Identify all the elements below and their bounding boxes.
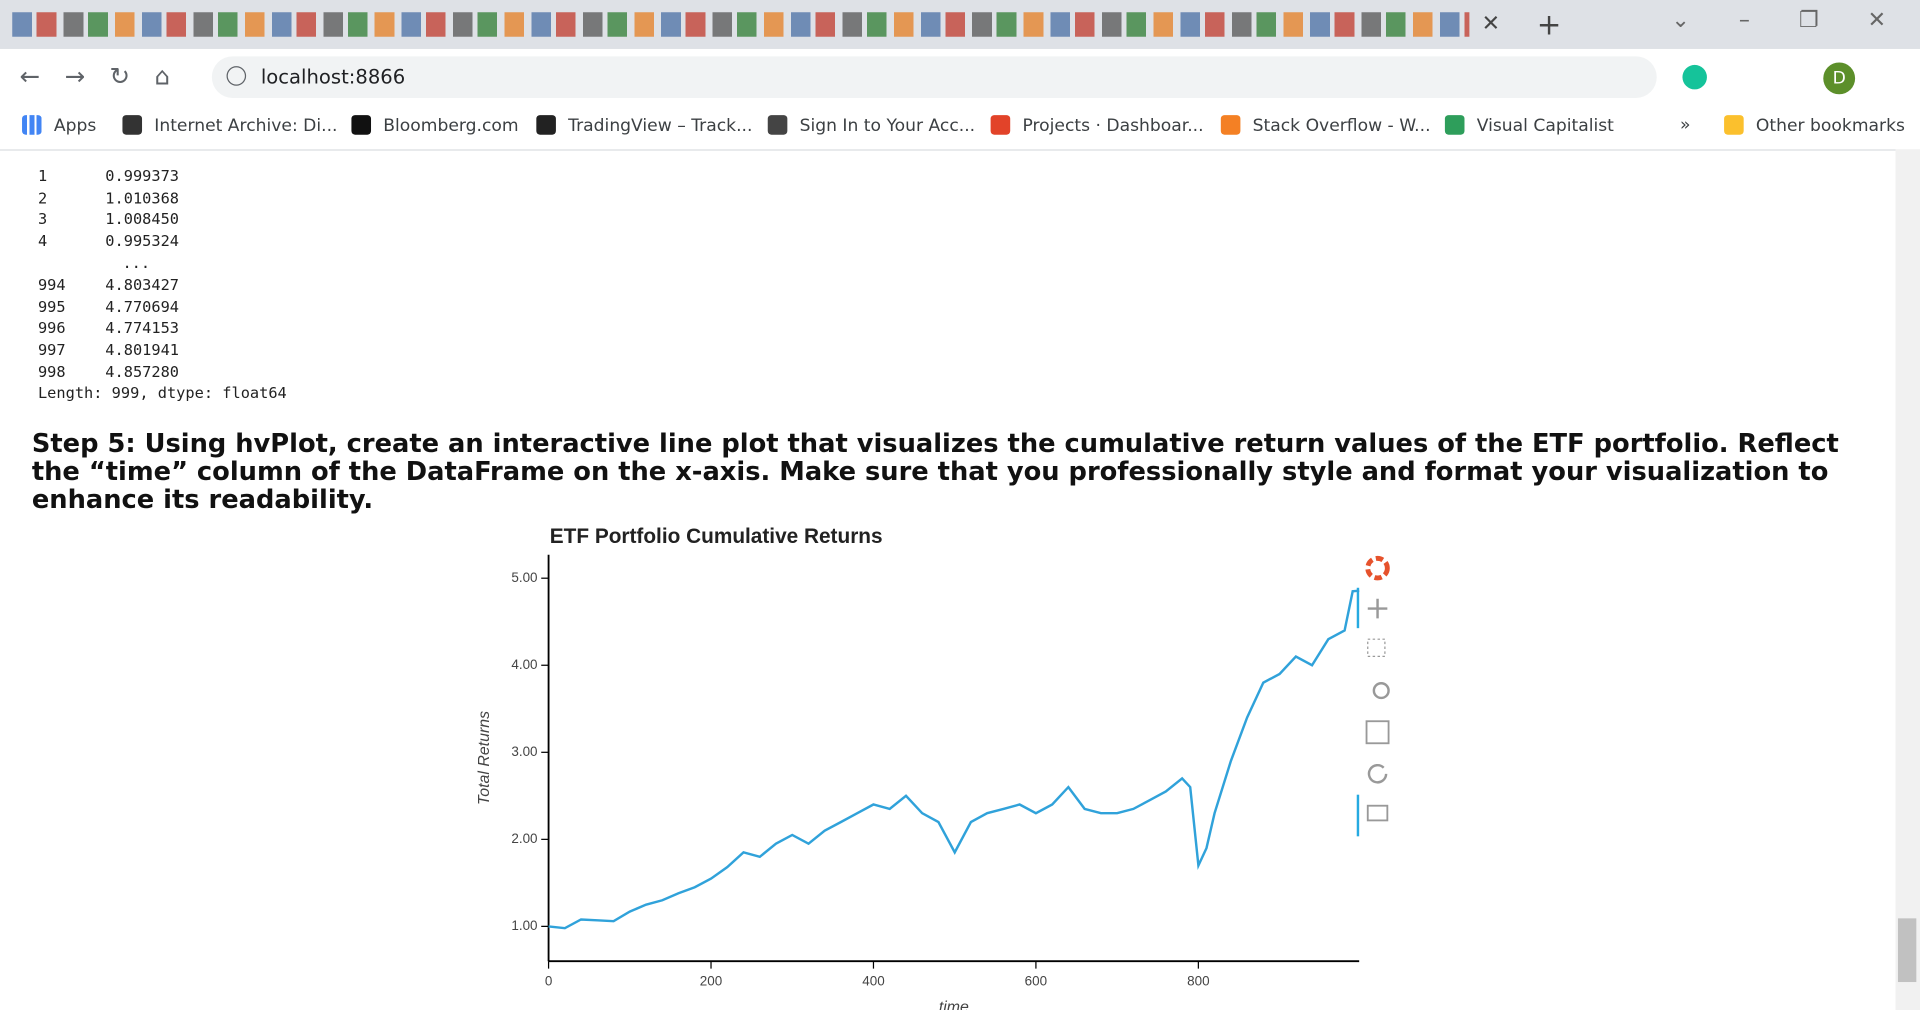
other-bookmarks[interactable]: Other bookmarks xyxy=(1724,115,1905,136)
wheel-zoom-tool[interactable] xyxy=(1372,682,1390,700)
bookmark[interactable]: Sign In to Your Acc... xyxy=(767,115,976,136)
row-index: 1 xyxy=(37,166,48,185)
new-tab[interactable]: + xyxy=(1536,7,1562,42)
hover-tool[interactable] xyxy=(1366,804,1389,822)
bookmark-icon xyxy=(122,115,143,135)
row-index: 4 xyxy=(37,231,48,250)
bokeh-logo[interactable] xyxy=(1365,555,1390,581)
step-heading: Step 5: Using hvPlot, create an interact… xyxy=(31,428,1839,515)
x-tick-label: 800 xyxy=(1187,974,1209,989)
box-zoom-tool[interactable] xyxy=(1367,638,1386,657)
bookmark-label: Sign In to Your Acc... xyxy=(799,116,976,136)
tab-icons xyxy=(12,12,1470,37)
info-icon xyxy=(226,66,247,86)
row-value: 4.801941 xyxy=(105,340,180,359)
bookmark[interactable]: Visual Capitalist xyxy=(1444,115,1614,136)
row-index: 996 xyxy=(37,318,66,337)
chart-toolbar xyxy=(1356,555,1390,837)
scrollbar xyxy=(1895,149,1920,1010)
x-tick-label: 400 xyxy=(862,974,884,989)
bookmark-label: Stack Overflow - W... xyxy=(1252,116,1431,136)
row-index: 2 xyxy=(37,188,48,207)
y-tick-label: 1.00 xyxy=(511,918,537,933)
row-index: 995 xyxy=(37,296,66,316)
bookmarks-bar: Apps Internet Archive: Di... Bloomberg.co… xyxy=(0,102,1920,151)
apps-label: Apps xyxy=(53,116,97,136)
row-value: 4.774153 xyxy=(105,318,180,337)
row-value: 0.995324 xyxy=(105,231,180,250)
bookmark[interactable]: Stack Overflow - W... xyxy=(1220,115,1431,136)
save-tool[interactable] xyxy=(1365,720,1390,745)
bookmark-icon xyxy=(351,115,372,135)
window-controls[interactable]: ⌄–❐✕ xyxy=(1671,7,1920,34)
apps[interactable]: Apps xyxy=(22,115,96,136)
close-tab[interactable]: ✕ xyxy=(1481,11,1501,37)
y-tick-label: 5.00 xyxy=(511,570,537,585)
x-axis-label: time xyxy=(939,999,969,1010)
row-index: 997 xyxy=(37,340,66,359)
ellipsis: ... xyxy=(122,253,151,272)
pan-tool[interactable] xyxy=(1367,598,1388,619)
row-value: 1.008450 xyxy=(105,209,180,229)
y-tick-label: 3.00 xyxy=(511,744,537,759)
y-tick-label: 2.00 xyxy=(511,831,537,846)
nav-buttons[interactable]: ←→↻⌂ xyxy=(19,61,195,91)
row-index: 994 xyxy=(37,275,66,294)
row-value: 0.999373 xyxy=(105,166,180,185)
bookmark-icon xyxy=(1220,115,1241,135)
bookmark-icon xyxy=(536,115,556,135)
row-index: 3 xyxy=(37,209,48,229)
bookmark-icon xyxy=(1444,115,1465,135)
reset-tool[interactable] xyxy=(1367,763,1388,784)
bookmark[interactable]: Bloomberg.com xyxy=(351,115,519,136)
url: localhost:8866 xyxy=(260,64,406,89)
profile[interactable]: D xyxy=(1823,62,1856,95)
row-value: 1.010368 xyxy=(105,188,180,207)
bookmark-icon xyxy=(990,115,1011,135)
x-tick-label: 600 xyxy=(1025,974,1047,989)
bookmark[interactable]: Projects · Dashboar... xyxy=(990,115,1204,136)
y-axis-label: Total Returns xyxy=(476,711,493,805)
row-value: 4.857280 xyxy=(105,361,180,381)
bookmark[interactable]: TradingView – Track... xyxy=(536,115,752,136)
output-footer: Length: 999, dtype: float64 xyxy=(37,383,287,402)
more-bookmarks[interactable]: » xyxy=(1680,115,1691,135)
bookmark-label: Visual Capitalist xyxy=(1476,116,1614,136)
bookmark-label: Internet Archive: Di... xyxy=(154,116,338,136)
bookmark-label: Projects · Dashboar... xyxy=(1022,116,1204,136)
scroll-thumb[interactable] xyxy=(1897,918,1917,983)
x-tick-label: 0 xyxy=(545,974,552,989)
bookmark-label: TradingView – Track... xyxy=(568,116,753,136)
bookmark-label: Bloomberg.com xyxy=(383,116,519,136)
address-bar[interactable]: localhost:8866 xyxy=(211,56,1657,98)
row-value: 4.770694 xyxy=(105,296,180,316)
row-index: 998 xyxy=(37,361,66,381)
grammarly[interactable] xyxy=(1682,64,1707,90)
tab-strip: ✕ + ⌄–❐✕ xyxy=(0,0,1920,49)
y-tick-label: 4.00 xyxy=(511,657,537,672)
row-value: 4.803427 xyxy=(105,275,180,294)
bookmark-icon xyxy=(767,115,788,135)
other-bookmarks-label: Other bookmarks xyxy=(1755,116,1905,136)
x-tick-label: 200 xyxy=(700,974,722,989)
chart-title: ETF Portfolio Cumulative Returns xyxy=(550,525,883,548)
bookmark[interactable]: Internet Archive: Di... xyxy=(122,115,338,136)
line-series xyxy=(548,589,1360,930)
toolbar: ←→↻⌂ localhost:8866 D xyxy=(0,48,1920,103)
